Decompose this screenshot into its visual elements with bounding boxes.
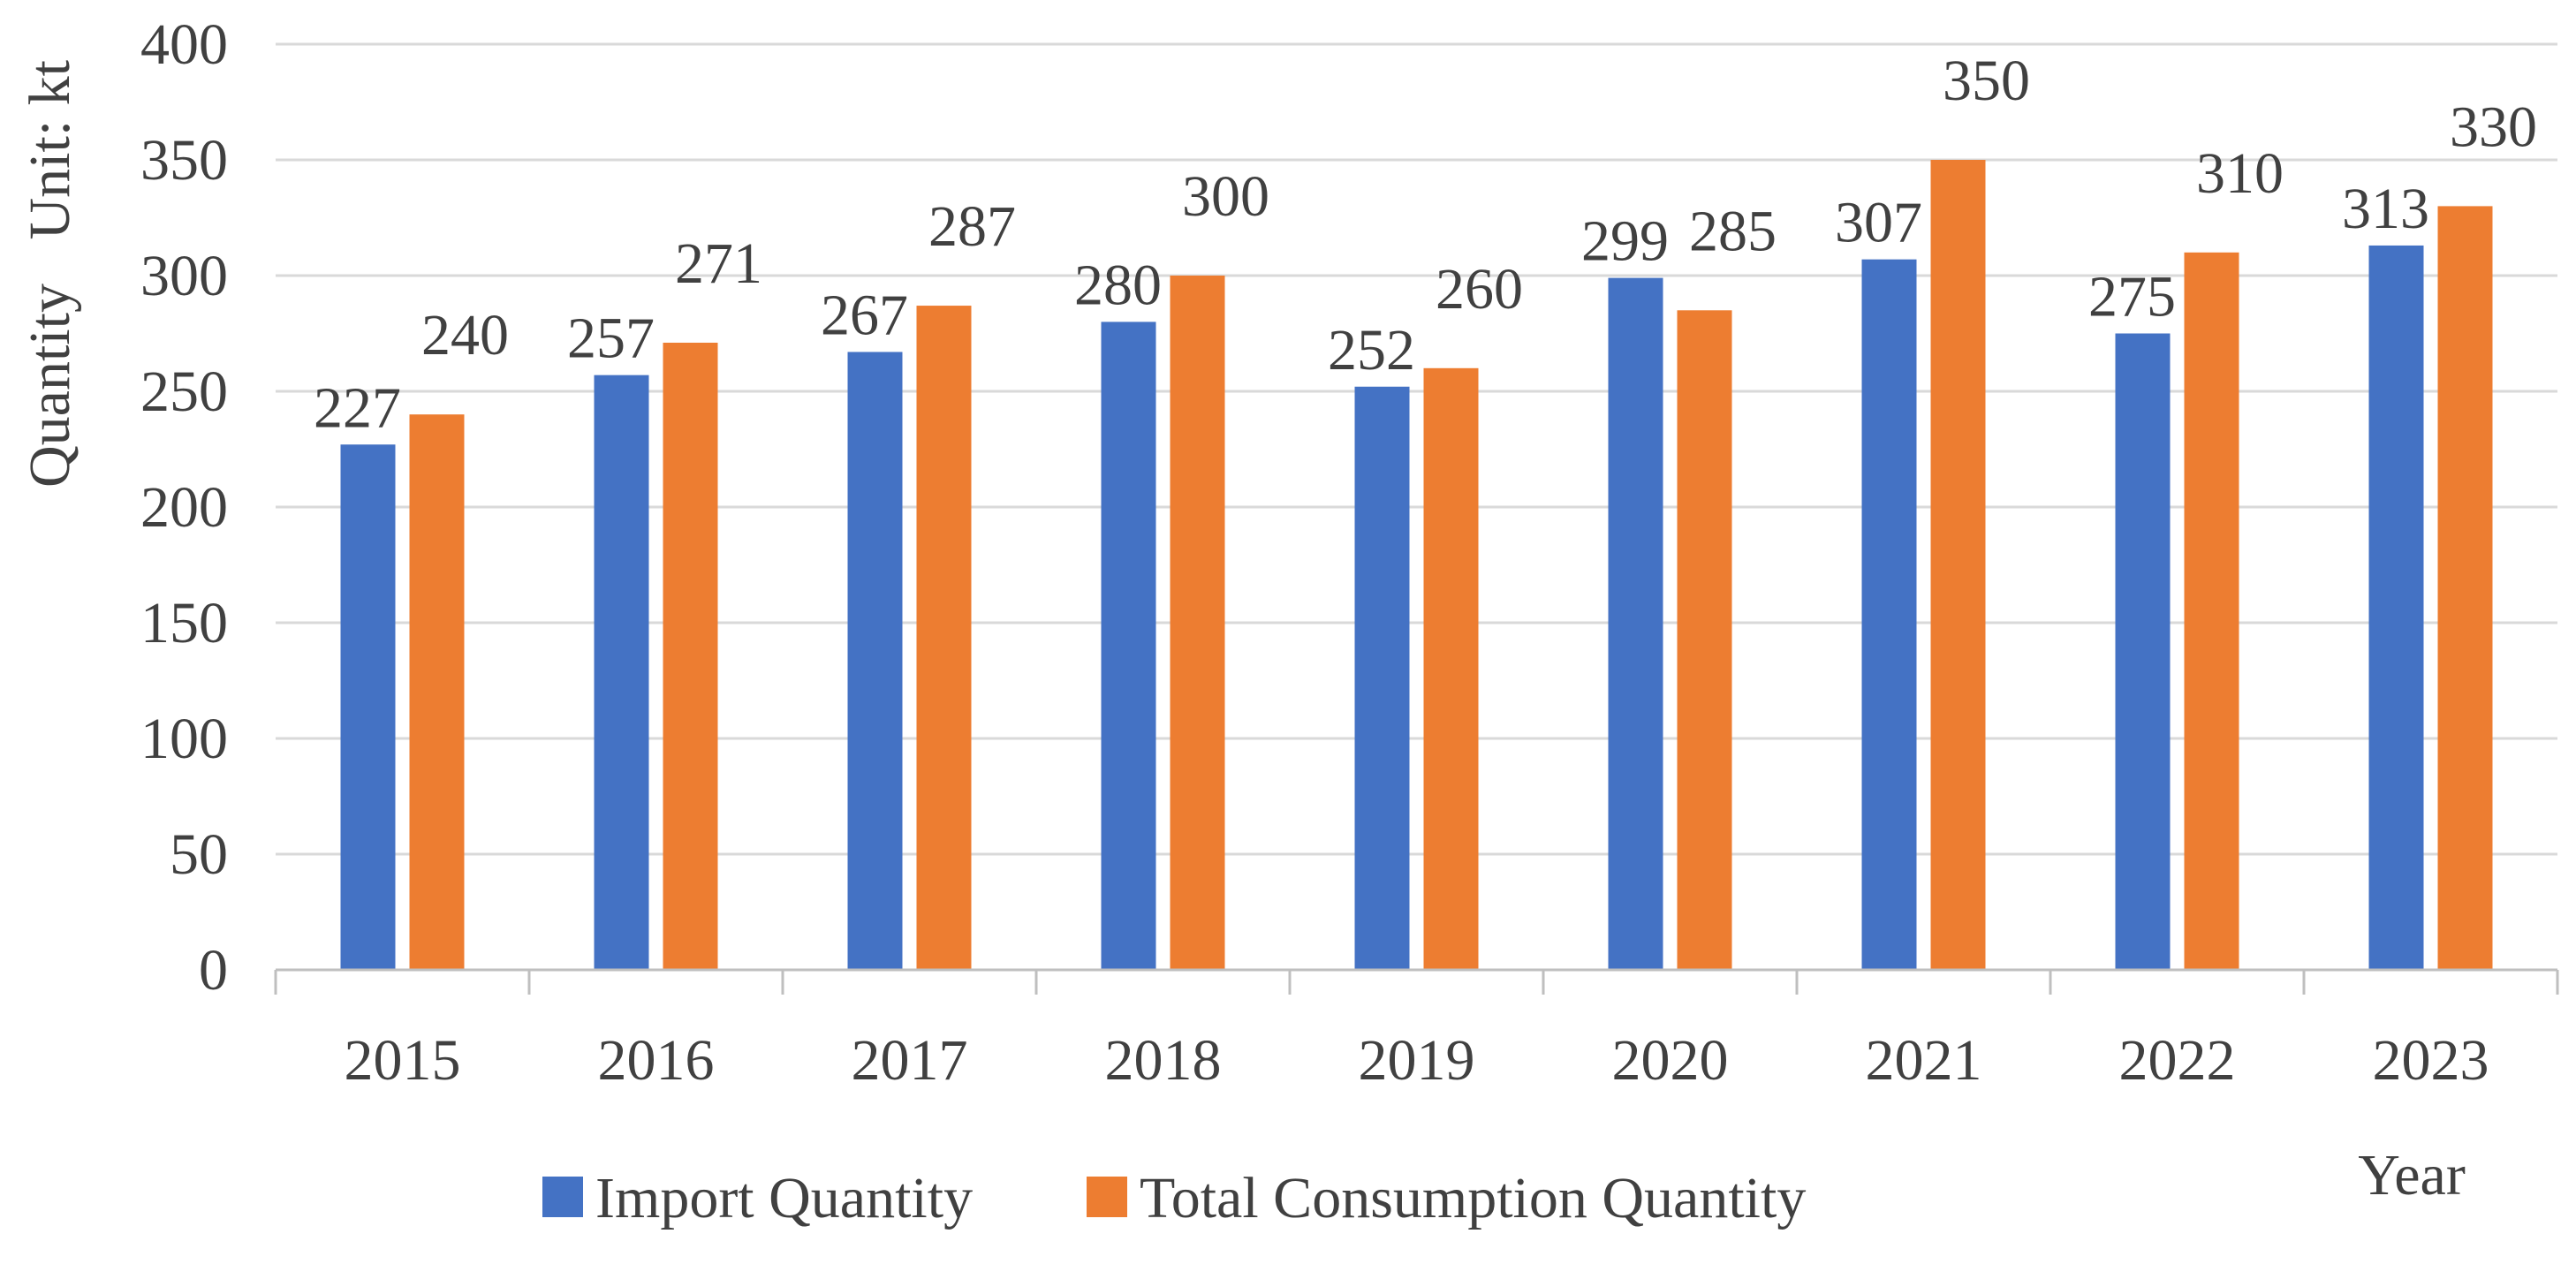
bar-total-consumption-quantity xyxy=(1930,160,1986,970)
y-tick-label: 250 xyxy=(140,360,228,424)
y-tick-label: 150 xyxy=(140,591,228,655)
legend: Import Quantity Total Consumption Quantit… xyxy=(542,1166,1806,1230)
legend-swatch-consumption xyxy=(1087,1177,1127,1217)
bar-total-consumption-quantity xyxy=(663,342,718,971)
x-tick-label: 2017 xyxy=(852,1028,968,1093)
data-label: 227 xyxy=(314,375,401,440)
bar-total-consumption-quantity xyxy=(1677,310,1732,970)
data-labels: 227 257 267 280 252 299 307 275 313 240 271 287 300 2… xyxy=(314,49,2537,440)
data-label: 350 xyxy=(1943,49,2030,113)
bar-import-quantity xyxy=(594,375,649,970)
data-label: 252 xyxy=(1328,318,1415,382)
legend-label-consumption: Total Consumption Quantity xyxy=(1140,1166,1806,1230)
bar-import-quantity xyxy=(340,444,396,970)
x-tick-label: 2023 xyxy=(2373,1028,2489,1093)
y-tick-label: 200 xyxy=(140,475,228,540)
y-tick-label: 100 xyxy=(140,707,228,771)
data-label: 275 xyxy=(2088,265,2176,329)
x-tick-label: 2019 xyxy=(1359,1028,1475,1093)
y-tick-label: 50 xyxy=(170,822,228,887)
bar-total-consumption-quantity xyxy=(916,306,972,970)
data-label: 330 xyxy=(2450,95,2537,159)
bar-import-quantity xyxy=(1861,259,1917,970)
x-axis-title: Year xyxy=(2358,1143,2466,1207)
bar-import-quantity xyxy=(2115,333,2171,970)
bar-total-consumption-quantity xyxy=(2437,206,2493,970)
y-tick-label: 350 xyxy=(140,128,228,193)
data-label: 307 xyxy=(1835,191,1922,255)
gridlines xyxy=(276,42,2557,856)
x-tick-label: 2022 xyxy=(2119,1028,2236,1093)
y-tick-label: 0 xyxy=(199,938,228,1003)
legend-swatch-import xyxy=(542,1177,583,1217)
x-tick-label: 2016 xyxy=(598,1028,715,1093)
legend-label-import: Import Quantity xyxy=(595,1166,973,1230)
x-tick-label: 2015 xyxy=(345,1028,461,1093)
data-label: 267 xyxy=(821,283,908,347)
x-tick-label: 2020 xyxy=(1612,1028,1729,1093)
data-label: 257 xyxy=(567,307,655,371)
bar-import-quantity xyxy=(2368,245,2424,970)
bar-import-quantity xyxy=(1101,322,1156,970)
data-label: 313 xyxy=(2342,177,2429,241)
data-label: 299 xyxy=(1581,209,1669,274)
data-label: 285 xyxy=(1689,199,1777,263)
data-label: 287 xyxy=(928,194,1016,259)
x-tick-label: 2018 xyxy=(1105,1028,1222,1093)
bar-import-quantity xyxy=(847,352,903,971)
y-tick-label: 400 xyxy=(140,12,228,77)
bar-total-consumption-quantity xyxy=(409,414,465,970)
data-label: 271 xyxy=(675,231,762,296)
bar-import-quantity xyxy=(1354,386,1410,970)
axes: 0 50 100 150 200 250 300 350 400 2015 2016 2017 2018… xyxy=(140,12,2559,1093)
data-label: 240 xyxy=(421,303,509,367)
bars xyxy=(340,160,2493,971)
bar-total-consumption-quantity xyxy=(2184,252,2239,970)
bar-total-consumption-quantity xyxy=(1170,276,1225,970)
data-label: 310 xyxy=(2196,141,2284,206)
y-tick-label: 300 xyxy=(140,244,228,308)
data-label: 260 xyxy=(1436,257,1523,322)
data-label: 300 xyxy=(1182,164,1269,229)
y-axis-title: Quantity Unit: kt xyxy=(18,60,82,488)
bar-total-consumption-quantity xyxy=(1423,367,1479,970)
data-label: 280 xyxy=(1074,253,1162,317)
x-tick-label: 2021 xyxy=(1866,1028,1982,1093)
bar-import-quantity xyxy=(1608,277,1663,970)
